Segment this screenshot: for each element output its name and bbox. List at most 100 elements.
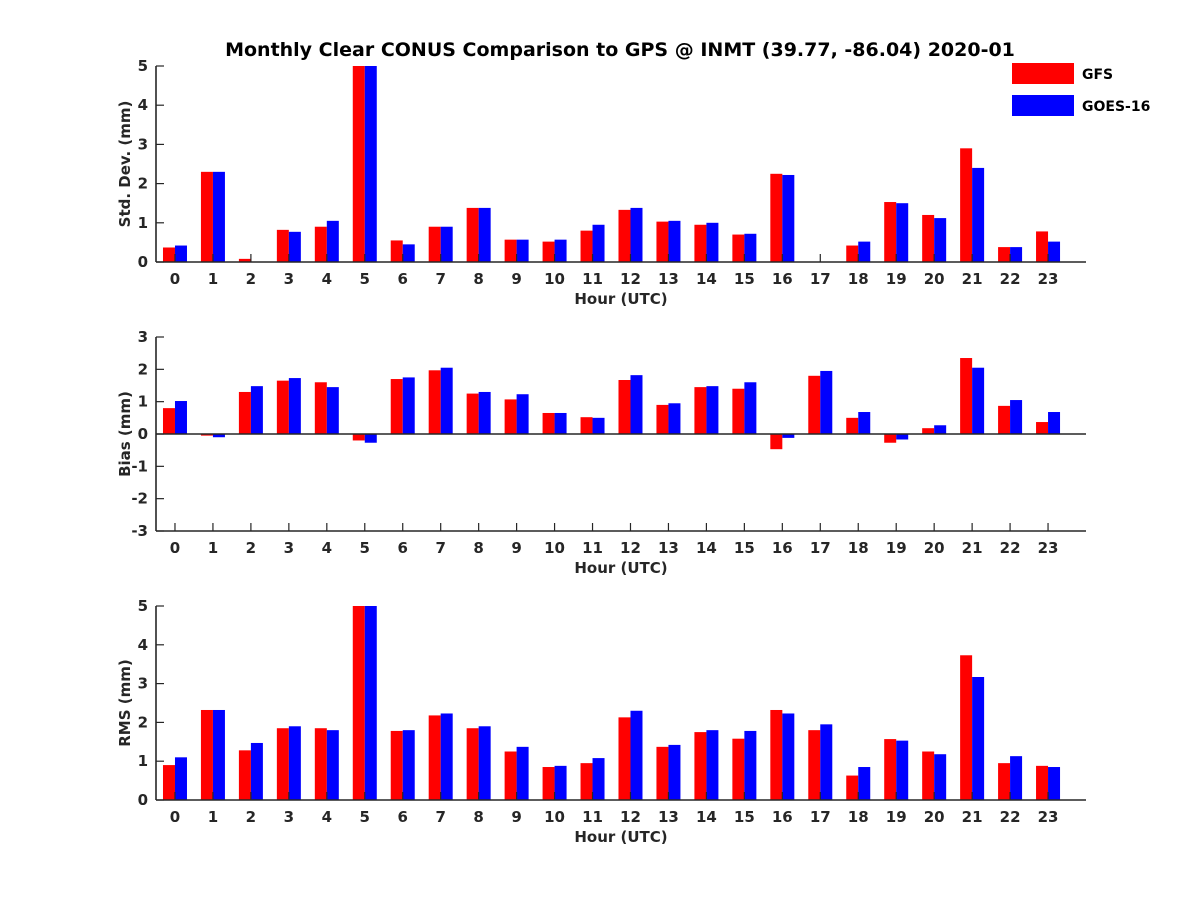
std-dev-bar-goes16-23 [1048, 241, 1061, 262]
bias-x-tick-label-4: 4 [322, 539, 332, 557]
bias-bar-goes16-23 [1048, 412, 1061, 434]
bias-bar-gfs-7 [428, 370, 441, 434]
rms-bar-goes16-19 [896, 740, 909, 800]
rms-x-tick-label-6: 6 [398, 808, 408, 826]
bias-bar-goes16-5 [364, 434, 377, 443]
bias-bar-goes16-4 [326, 387, 339, 434]
std-dev-x-tick-label-11: 11 [582, 270, 603, 288]
std-dev-bar-gfs-4 [314, 226, 327, 262]
std-dev-bar-goes16-20 [934, 218, 947, 262]
bias-bar-gfs-13 [656, 404, 669, 434]
std-dev-bar-gfs-1 [200, 171, 213, 262]
bias-x-tick-label-19: 19 [886, 539, 907, 557]
std-dev-bar-goes16-12 [630, 207, 643, 262]
bias-y-axis-label: Bias (mm) [116, 391, 134, 477]
std-dev-bar-gfs-8 [466, 207, 479, 262]
rms-x-tick-label-0: 0 [170, 808, 180, 826]
std-dev-bar-gfs-5 [352, 66, 365, 262]
std-dev-x-tick-label-13: 13 [658, 270, 679, 288]
std-dev-x-tick-label-4: 4 [322, 270, 332, 288]
rms-x-tick-label-21: 21 [962, 808, 983, 826]
rms-bar-gfs-12 [618, 717, 631, 800]
bias-y-tick-label--1: -1 [131, 457, 148, 475]
std-dev-bar-gfs-6 [390, 240, 403, 262]
bias-bar-goes16-0 [174, 401, 187, 434]
std-dev-bar-gfs-0 [162, 247, 175, 262]
std-dev-bar-goes16-10 [554, 239, 567, 262]
bias-x-tick-label-14: 14 [696, 539, 717, 557]
std-dev-x-tick-label-18: 18 [848, 270, 869, 288]
legend-swatch-gfs [1012, 63, 1074, 84]
bias-bar-gfs-11 [580, 417, 593, 434]
bias-x-tick-label-23: 23 [1038, 539, 1059, 557]
rms-bar-goes16-12 [630, 710, 643, 800]
rms-y-tick-label-0: 0 [138, 791, 148, 809]
rms-x-tick-label-3: 3 [284, 808, 294, 826]
std-dev-x-tick-label-14: 14 [696, 270, 717, 288]
rms-bar-goes16-1 [212, 709, 225, 800]
rms-panel: 0 1 2 3 4 5 6 7 8 9 10 11 12 13 14 15 16 17 18 19 20 21 22 2301… [116, 597, 1086, 846]
bias-bar-goes16-17 [820, 370, 833, 434]
rms-x-tick-label-20: 20 [924, 808, 945, 826]
rms-y-tick-label-2: 2 [138, 713, 148, 731]
bias-bar-goes16-22 [1010, 400, 1023, 434]
bias-bar-gfs-5 [352, 434, 365, 441]
std-dev-y-tick-label-0: 0 [138, 253, 148, 271]
legend-label-goes16: GOES-16 [1082, 99, 1150, 115]
rms-bar-gfs-21 [960, 655, 973, 800]
rms-x-tick-label-18: 18 [848, 808, 869, 826]
rms-x-tick-label-13: 13 [658, 808, 679, 826]
rms-bar-goes16-23 [1048, 767, 1061, 800]
std-dev-bar-gfs-14 [694, 224, 707, 262]
rms-bar-gfs-17 [808, 730, 821, 800]
std-dev-x-tick-label-6: 6 [398, 270, 408, 288]
bias-x-tick-label-2: 2 [246, 539, 256, 557]
std-dev-bar-goes16-3 [288, 231, 301, 262]
std-dev-bar-goes16-6 [402, 244, 415, 262]
bias-x-tick-label-9: 9 [511, 539, 521, 557]
rms-bar-gfs-5 [352, 606, 365, 800]
std-dev-y-tick-label-1: 1 [138, 214, 148, 232]
std-dev-x-tick-label-7: 7 [435, 270, 445, 288]
rms-bar-gfs-6 [390, 730, 403, 800]
bias-bar-gfs-21 [960, 358, 973, 434]
rms-bar-gfs-7 [428, 715, 441, 800]
rms-x-tick-label-14: 14 [696, 808, 717, 826]
rms-bar-goes16-5 [364, 606, 377, 800]
std-dev-bar-gfs-2 [238, 258, 251, 262]
std-dev-x-tick-label-10: 10 [544, 270, 565, 288]
rms-x-tick-label-2: 2 [246, 808, 256, 826]
bias-bar-goes16-19 [896, 434, 909, 440]
std-dev-x-tick-label-22: 22 [1000, 270, 1021, 288]
bias-bar-goes16-12 [630, 375, 643, 434]
bias-bar-gfs-15 [732, 388, 745, 434]
rms-y-tick-label-3: 3 [138, 675, 148, 693]
std-dev-bar-goes16-15 [744, 233, 757, 262]
std-dev-bar-goes16-16 [782, 174, 795, 262]
bias-bar-goes16-20 [934, 425, 947, 434]
std-dev-bar-gfs-15 [732, 234, 745, 262]
legend: GFS GOES-16 [1012, 63, 1150, 116]
rms-bar-gfs-9 [504, 751, 517, 800]
rms-bar-gfs-23 [1036, 765, 1049, 800]
bias-bar-goes16-13 [668, 403, 681, 434]
rms-bar-gfs-8 [466, 728, 479, 800]
std-dev-x-tick-label-3: 3 [284, 270, 294, 288]
bias-x-tick-label-20: 20 [924, 539, 945, 557]
std-dev-x-tick-label-2: 2 [246, 270, 256, 288]
rms-bar-gfs-15 [732, 738, 745, 800]
rms-bar-goes16-3 [288, 726, 301, 800]
rms-x-tick-label-11: 11 [582, 808, 603, 826]
rms-x-tick-label-16: 16 [772, 808, 793, 826]
rms-bar-gfs-1 [200, 709, 213, 800]
bias-x-tick-label-8: 8 [473, 539, 483, 557]
std-dev-panel: 0 1 2 3 4 5 6 7 8 9 10 11 12 13 14 15 16 17 18 19 20 21 22 2301… [116, 57, 1086, 308]
rms-y-axis-label: RMS (mm) [116, 659, 134, 746]
rms-bar-gfs-10 [542, 767, 555, 800]
std-dev-bar-goes16-9 [516, 239, 529, 262]
std-dev-bar-gfs-9 [504, 239, 517, 262]
legend-label-gfs: GFS [1082, 67, 1113, 83]
bias-bar-goes16-6 [402, 377, 415, 434]
std-dev-x-tick-label-8: 8 [473, 270, 483, 288]
